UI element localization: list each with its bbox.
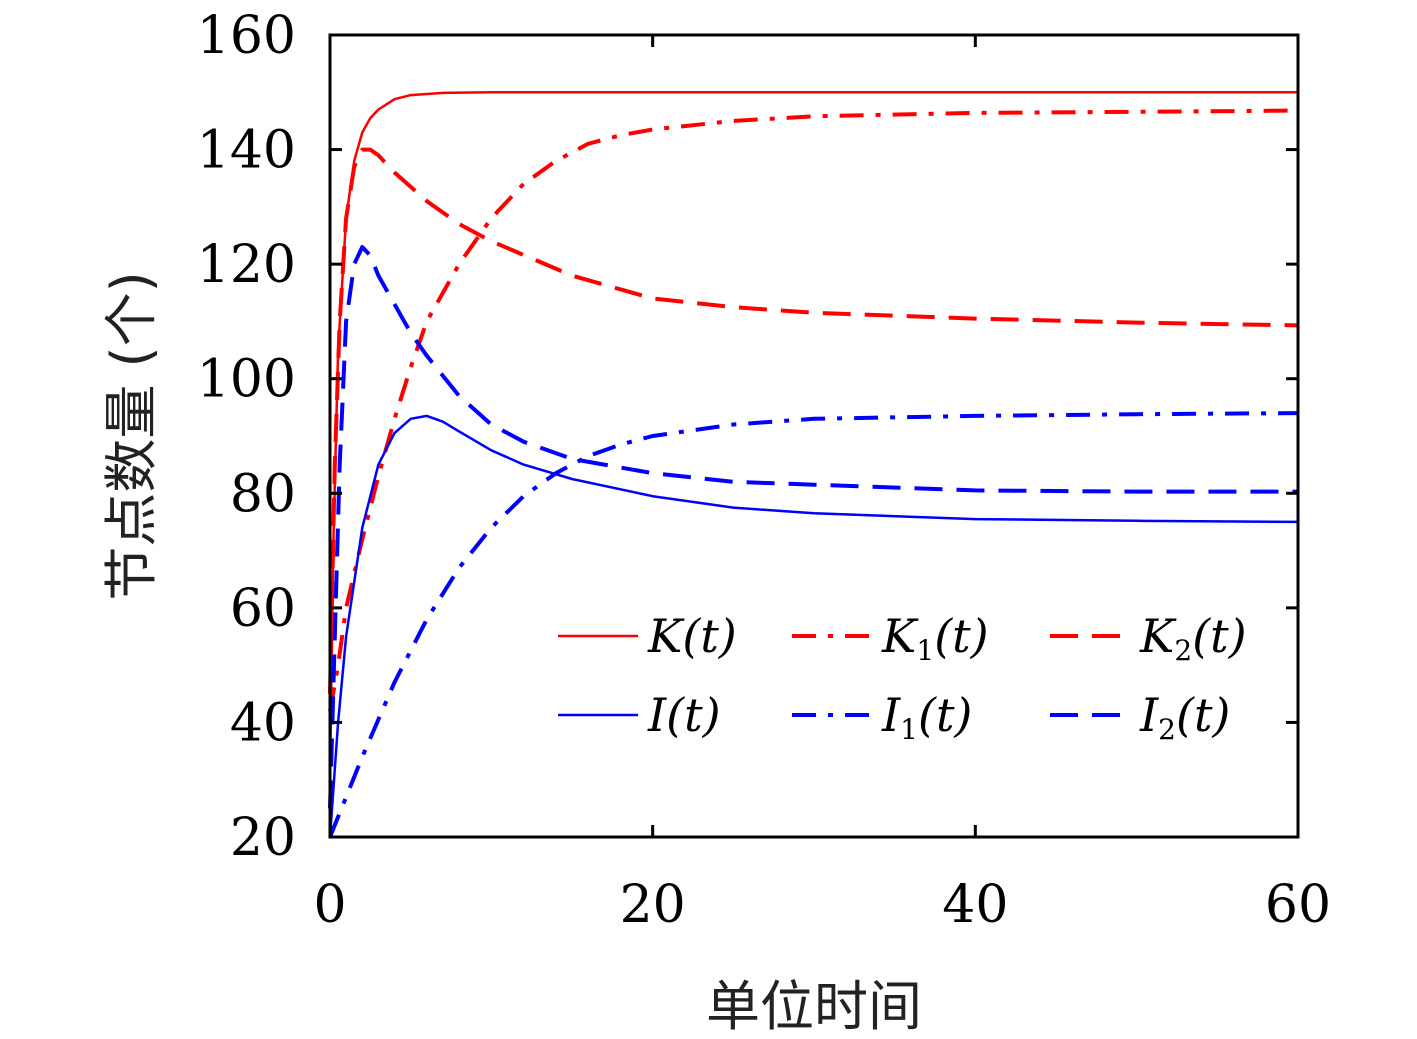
series-line-2 [328,147,1299,694]
series-line-1 [328,108,1299,712]
series-line-4 [328,411,1299,838]
ticks-layer: 0 20 40 60 20 40 60 80 100 120 140 160 [197,6,1331,935]
legend-label-3: I(t) [647,688,721,742]
y-tick-label-1: 40 [230,693,296,753]
legend-label-1: K1(t) [881,609,989,667]
y-tick-label-0: 20 [230,808,296,868]
series-line-3 [328,414,1299,838]
series-layer [328,91,1299,838]
y-tick-label-3: 80 [230,464,296,524]
y-tick-label-7: 160 [197,6,296,66]
series-line-5 [328,245,1298,809]
legend-label-5: I2(t) [1139,688,1230,746]
legend: K(t) K1(t) K2(t) I(t) I1(t) I2(t) [558,609,1247,746]
x-tick-label-0: 0 [313,875,346,935]
legend-label-0: K(t) [647,609,737,663]
legend-label-4: I1(t) [881,688,972,746]
x-tick-label-2: 40 [942,875,1008,935]
y-tick-label-4: 100 [197,350,296,410]
y-tick-label-5: 120 [197,235,296,295]
legend-label-2: K2(t) [1139,609,1247,667]
x-axis-title: 单位时间 [706,975,922,1038]
y-axis-title: 节点数量 (个) [100,271,163,600]
y-tick-label-2: 60 [230,579,296,639]
x-tick-label-3: 60 [1265,875,1331,935]
plot-frame [328,33,1300,839]
y-tick-label-6: 140 [197,121,296,181]
x-tick-label-1: 20 [620,875,686,935]
